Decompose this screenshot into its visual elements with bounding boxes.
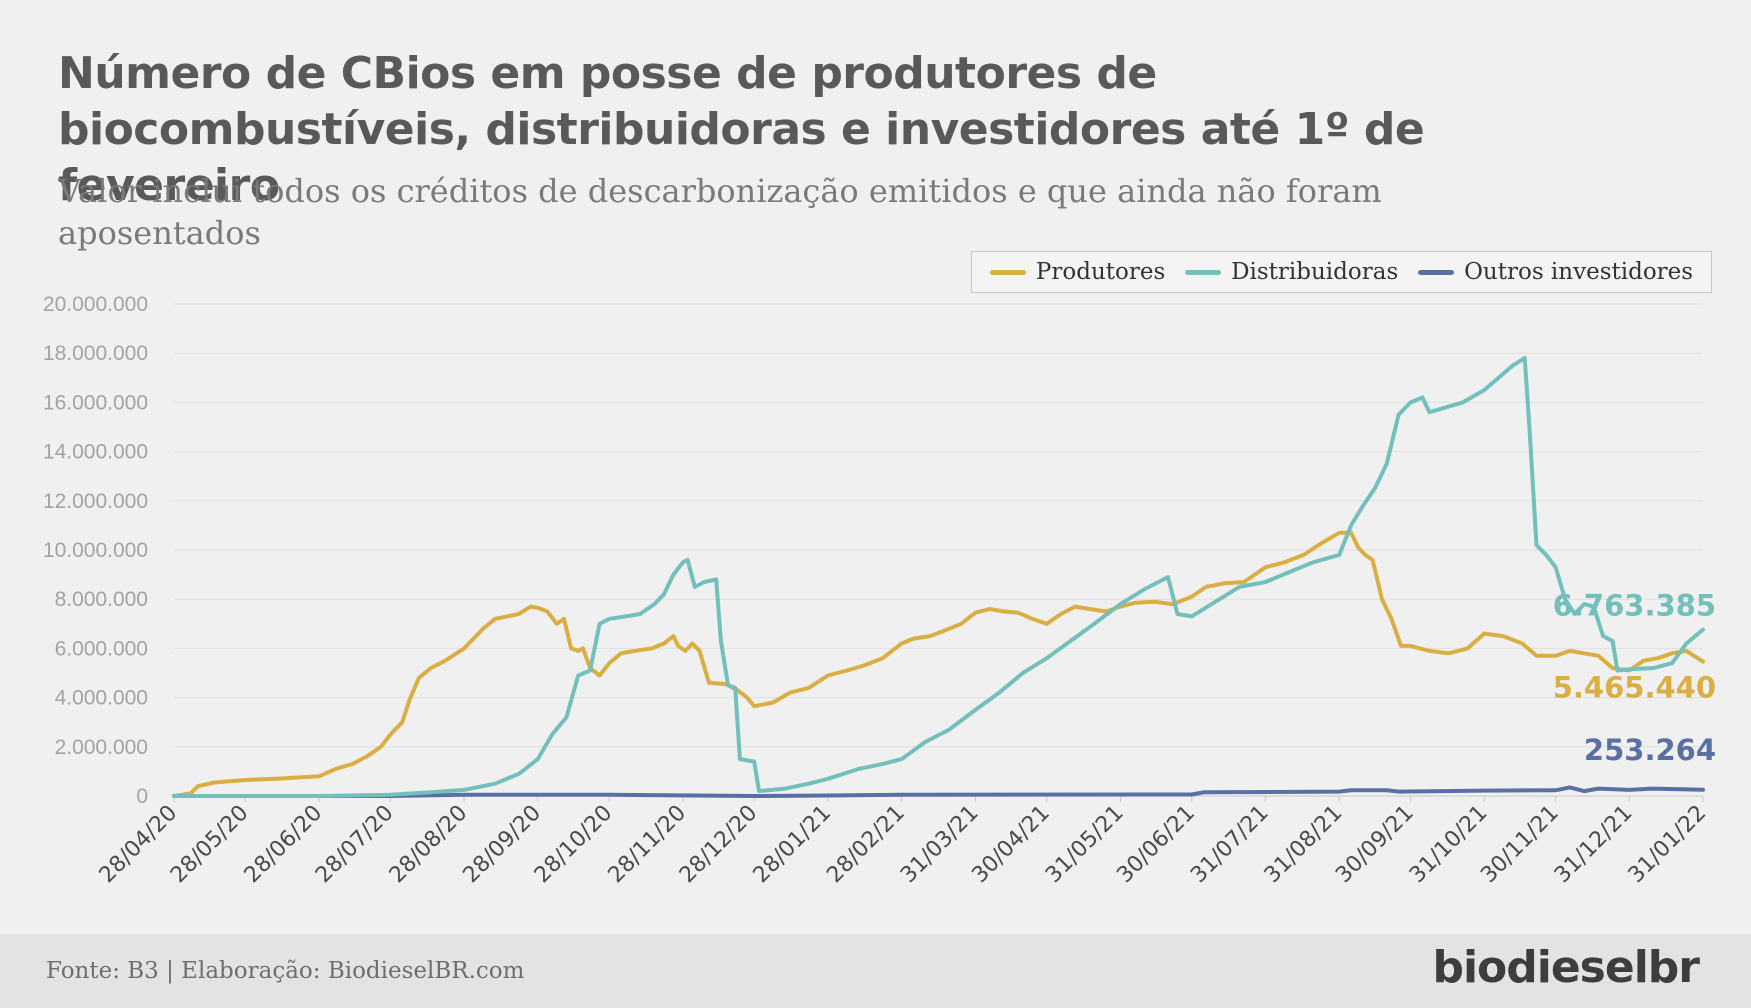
y-tick-label: 8.000.000: [55, 588, 148, 611]
legend-label: Distribuidoras: [1231, 259, 1399, 285]
source-note: Fonte: B3 | Elaboração: BiodieselBR.com: [46, 958, 525, 984]
y-tick-label: 14.000.000: [43, 441, 148, 464]
legend-swatch: [1418, 269, 1455, 275]
end-value-label: 6.763.385: [1553, 589, 1716, 623]
series-lines: [172, 356, 1705, 798]
legend-item: Outros investidores: [1418, 259, 1693, 285]
grid-lines: [174, 303, 1703, 797]
x-tick-label: 28/01/21: [749, 801, 837, 889]
legend-item: Distribuidoras: [1185, 259, 1398, 285]
x-tick-label: 30/11/21: [1476, 801, 1564, 889]
chart-canvas: 0 2.000.000 4.000.000 6.000.000 8.000.000 10.…: [43, 293, 1716, 889]
y-tick-label: 6.000.000: [55, 637, 148, 660]
x-tick-label: 31/12/21: [1550, 801, 1638, 889]
x-axis-ticks: 28/04/2028/05/2028/06/2028/07/2028/08/20…: [95, 796, 1712, 889]
x-tick-label: 28/09/20: [459, 801, 547, 889]
x-tick-label: 28/10/20: [530, 801, 618, 889]
y-axis-ticks: 0 2.000.000 4.000.000 6.000.000 8.000.000 10.…: [43, 293, 148, 808]
y-tick-label: 4.000.000: [55, 687, 148, 710]
y-tick-label: 0: [136, 785, 148, 808]
y-tick-label: 18.000.000: [43, 342, 148, 365]
legend-label: Produtores: [1035, 259, 1166, 285]
x-tick-label: 28/11/20: [604, 801, 692, 889]
end-labels: 253.264 5.465.440 6.763.385: [1553, 589, 1716, 767]
end-value-label: 253.264: [1584, 733, 1716, 767]
x-tick-label: 28/06/20: [240, 801, 328, 889]
x-tick-label: 31/07/21: [1186, 801, 1274, 889]
series-line-outros-investidores: [172, 785, 1705, 798]
x-tick-label: 30/09/21: [1331, 801, 1419, 889]
x-tick-label: 28/05/20: [166, 801, 254, 889]
x-tick-label: 28/02/21: [822, 801, 910, 889]
x-tick-label: 31/01/22: [1624, 801, 1712, 889]
legend-item: Produtores: [989, 259, 1166, 285]
legend: Produtores Distribuidoras Outros investido…: [971, 251, 1712, 293]
legend-swatch: [989, 269, 1026, 275]
y-tick-label: 2.000.000: [55, 736, 148, 759]
x-tick-label: 28/12/20: [675, 801, 763, 889]
y-tick-label: 12.000.000: [43, 490, 148, 513]
x-tick-label: 31/03/21: [896, 801, 984, 889]
chart-subtitle: Valor inclui todos os créditos de descar…: [58, 172, 1382, 252]
x-tick-label: 28/04/20: [95, 801, 183, 889]
end-value-label: 5.465.440: [1553, 671, 1716, 705]
x-tick-label: 31/08/21: [1260, 801, 1348, 889]
x-tick-label: 30/06/21: [1112, 801, 1200, 889]
legend-label: Outros investidores: [1464, 259, 1694, 285]
series-line-distribuidoras: [172, 356, 1705, 798]
series-line-produtores: [172, 530, 1705, 798]
x-tick-label: 28/08/20: [385, 801, 473, 889]
y-tick-label: 20.000.000: [43, 293, 148, 316]
y-tick-label: 10.000.000: [43, 539, 148, 562]
x-tick-label: 30/04/21: [967, 801, 1055, 889]
x-tick-label: 31/05/21: [1041, 801, 1129, 889]
brand-logo: biodieselbr: [1432, 942, 1700, 993]
chart-title: Número de CBios em posse de produtores d…: [58, 48, 1425, 211]
footer: Fonte: B3 | Elaboração: BiodieselBR.com …: [0, 934, 1751, 1008]
x-tick-label: 28/07/20: [311, 801, 399, 889]
y-tick-label: 16.000.000: [43, 391, 148, 414]
legend-swatch: [1185, 269, 1222, 275]
x-tick-label: 31/10/21: [1405, 801, 1493, 889]
